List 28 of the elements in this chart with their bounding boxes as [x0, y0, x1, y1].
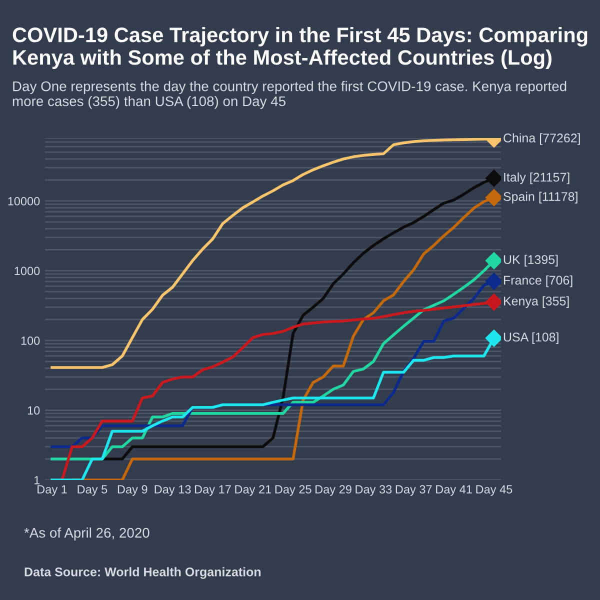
- series-label: France [706]: [504, 275, 572, 288]
- y-tick-label: 1000: [14, 266, 40, 276]
- x-tick-label: Day 45: [476, 485, 512, 496]
- chart-subtitle: Day One represents the day the country reported the first COVID-19 case. Kenya reported more cases (355) than USA (108) on Day 45: [12, 81, 566, 109]
- y-tick-label: 100: [21, 336, 40, 345]
- x-tick-label: Day 25: [275, 485, 312, 496]
- x-tick-label: Day 5: [78, 485, 108, 496]
- x-tick-label: Day 41: [436, 485, 472, 496]
- series-label: Spain [11178]: [504, 192, 578, 204]
- series-label: China [77262]: [504, 133, 580, 145]
- x-tick-label: Day 9: [118, 485, 148, 496]
- y-tick-label: 10000: [8, 197, 40, 206]
- x-tick-label: Day 17: [195, 485, 231, 496]
- y-tick-label: 10: [28, 406, 40, 415]
- x-tick-label: Day 1: [38, 485, 67, 496]
- x-tick-label: Day 37: [396, 485, 432, 496]
- text: *As of April 26, 2020: [24, 528, 150, 540]
- series-label: Kenya [355]: [504, 296, 569, 308]
- x-tick-label: Day 13: [154, 485, 191, 496]
- x-tick-label: Day 29: [316, 485, 352, 496]
- series-label: Italy [21157]: [504, 172, 570, 184]
- x-tick-label: Day 33: [356, 485, 392, 496]
- x-tick-label: Day 21: [235, 485, 272, 496]
- source-note: Data Source: World Health Organization: [24, 567, 261, 579]
- chart-title: COVID-19 Case Trajectory in the First 45 Days: Comparing Kenya with Some of the Most-Affected Countries (Log): [12, 27, 588, 70]
- y-tick-label: 1: [34, 476, 40, 484]
- series-label: UK [1395]: [504, 254, 558, 266]
- series-label: USA [108]: [504, 332, 558, 344]
